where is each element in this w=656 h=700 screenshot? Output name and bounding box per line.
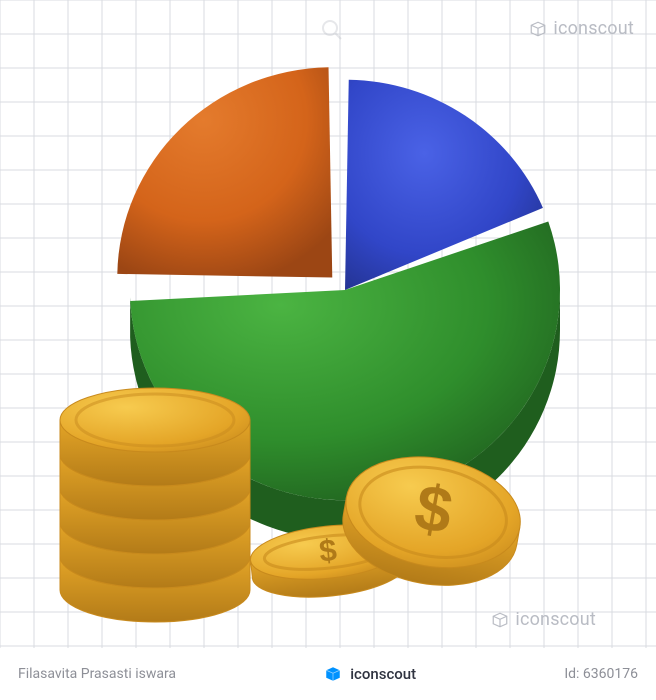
brand-block: iconscout	[324, 665, 416, 683]
pie-slice-orange	[117, 67, 332, 277]
watermark-bottom: iconscout	[491, 609, 596, 630]
illustration: $$	[0, 0, 656, 700]
zoom-icon	[320, 18, 344, 42]
watermark-text: iconscout	[553, 18, 634, 39]
svg-text:$: $	[318, 532, 339, 569]
author-label: Filasavita Prasasti iswara	[18, 666, 176, 682]
brand-box-icon	[529, 20, 547, 38]
watermark-text: iconscout	[515, 609, 596, 630]
brand-box-icon	[491, 611, 509, 629]
attribution-bar: Filasavita Prasasti iswara iconscout Id:…	[0, 648, 656, 700]
preview-canvas: $$ iconscout iconscout Filasavita Prasas…	[0, 0, 656, 700]
brand-box-icon	[324, 665, 342, 683]
watermark-top: iconscout	[529, 18, 634, 39]
brand-name: iconscout	[350, 665, 416, 683]
asset-id: Id: 6360176	[564, 666, 638, 682]
